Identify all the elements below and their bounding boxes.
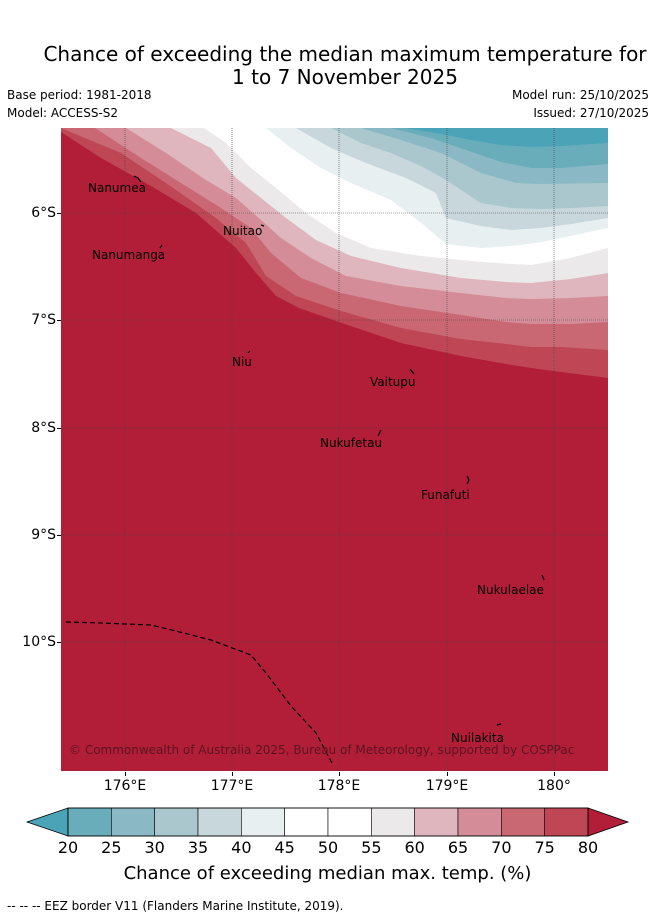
place-label-nuitao: Nuitao <box>223 224 262 238</box>
lon-label-179e: 179°E <box>425 778 469 794</box>
island-nanumanga-shape <box>159 244 163 249</box>
colorbar-cell <box>197 807 242 837</box>
colorbar-cell <box>371 807 415 837</box>
colorbar-cell <box>284 807 329 837</box>
issued-text: Issued: 27/10/2025 <box>533 106 649 120</box>
colorbar-cell <box>67 807 112 837</box>
colorbar-tick-label: 35 <box>187 838 209 857</box>
place-label-funafuti: Funafuti <box>421 488 470 502</box>
colorbar-label: Chance of exceeding median max. temp. (%… <box>123 863 532 884</box>
lat-tick <box>57 213 61 214</box>
lon-label-178e: 178°E <box>317 778 361 794</box>
colorbar-cell <box>241 807 285 837</box>
island-shapes <box>133 175 545 726</box>
island-nanumea-shape <box>133 175 142 183</box>
lat-label-6s: 6°S <box>31 205 56 221</box>
colorbar-frame <box>67 807 589 837</box>
place-label-nukufetau: Nukufetau <box>320 436 382 450</box>
island-nukufetau-shape <box>377 429 382 437</box>
colorbar-tick-label: 30 <box>144 838 165 857</box>
island-funafuti-shape <box>466 475 470 485</box>
lon-tick <box>232 772 233 776</box>
colorbar-cell <box>111 807 155 837</box>
lat-label-9s: 9°S <box>31 527 56 543</box>
colorbar-tick-label: 20 <box>57 838 79 857</box>
colorbar-tick-label: 70 <box>491 838 512 857</box>
model-run-text: Model run: 25/10/2025 <box>511 88 649 102</box>
place-label-niu: Niu <box>232 355 252 369</box>
island-nuilakita-shape <box>496 723 502 726</box>
colorbar-tick-label: 45 <box>274 838 295 857</box>
lon-label-180: 180° <box>537 778 571 794</box>
colorbar-tick-label: 65 <box>447 838 469 857</box>
colorbar-cells <box>67 807 589 837</box>
colorbar-tick-label: 25 <box>101 838 122 857</box>
colorbar-cell <box>544 807 589 837</box>
eez-border <box>65 621 334 766</box>
base-period-text: Base period: 1981-2018 <box>7 88 152 102</box>
lat-tick <box>57 535 61 536</box>
colorbar-tick-label: 55 <box>361 838 382 857</box>
island-nukulaelae-shape <box>541 574 545 581</box>
colorbar-cell <box>154 807 199 837</box>
place-label-vaitupu: Vaitupu <box>370 375 416 389</box>
colorbar <box>25 807 630 837</box>
island-vaitupu-shape <box>409 368 415 375</box>
lon-label-177e: 177°E <box>210 778 254 794</box>
contour-band-under-20 <box>406 128 608 147</box>
lat-tick <box>57 320 61 321</box>
colorbar-tick-label: 50 <box>317 838 339 857</box>
lon-tick <box>125 772 126 776</box>
lat-label-8s: 8°S <box>31 420 56 436</box>
lat-label-7s: 7°S <box>31 312 56 328</box>
colorbar-cell <box>457 807 502 837</box>
copyright-text: © Commonwealth of Australia 2025, Bureau… <box>69 743 574 757</box>
place-label-nanumanga: Nanumanga <box>92 248 165 262</box>
colorbar-under-arrow <box>25 807 69 837</box>
colorbar-tick-label: 75 <box>534 838 555 857</box>
lat-tick <box>57 428 61 429</box>
lon-label-176e: 176°E <box>103 778 147 794</box>
lon-tick <box>447 772 448 776</box>
colorbar-tick-label: 40 <box>231 838 252 857</box>
lat-label-10s: 10°S <box>22 634 56 650</box>
colorbar-cell <box>327 807 372 837</box>
lon-tick <box>339 772 340 776</box>
place-label-nanumea: Nanumea <box>88 181 146 195</box>
island-nuitao-shape <box>260 224 265 227</box>
place-label-nukulaelae: Nukulaelae <box>477 583 544 597</box>
model-text: Model: ACCESS-S2 <box>7 106 119 120</box>
colorbar-tick-label: 80 <box>577 838 599 857</box>
colorbar-cell <box>414 807 459 837</box>
place-label-nuilakita: Nuilakita <box>451 731 504 745</box>
lon-tick <box>554 772 555 776</box>
probability-map: Nanumea Nuitao Nanumanga Niu Vaitupu Nuk… <box>61 128 608 771</box>
island-niu-shape <box>247 350 251 354</box>
eez-footer-note: -- -- -- EEZ border V11 (Flanders Marine… <box>7 899 344 913</box>
colorbar-cell <box>501 807 545 837</box>
colorbar-tick-label: 60 <box>404 838 425 857</box>
chart-title-line1: Chance of exceeding the median maximum t… <box>43 42 647 66</box>
lat-tick <box>57 642 61 643</box>
colorbar-over-arrow <box>587 807 630 837</box>
chart-title-line2: 1 to 7 November 2025 <box>232 65 458 89</box>
